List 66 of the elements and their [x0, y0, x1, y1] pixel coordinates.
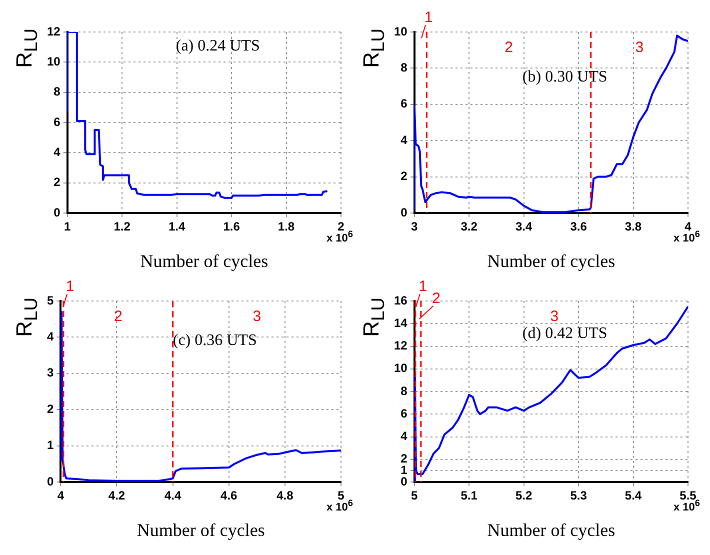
y-tick-label: 14	[394, 316, 408, 330]
annotation: 3	[635, 39, 644, 56]
x-tick-label: 5	[338, 488, 345, 503]
x-tick-label: 4.2	[108, 488, 126, 503]
y-tick-label: 8	[400, 60, 408, 75]
y-tick-label: 8	[54, 84, 61, 99]
x-tick-label: 4.6	[220, 488, 238, 503]
x-tick-label: 1.2	[114, 220, 131, 234]
y-tick-label: 4	[54, 144, 61, 159]
annotation: 2	[114, 308, 122, 326]
x-tick-label: 4.8	[276, 488, 294, 503]
y-tick-label: 12	[394, 338, 408, 353]
x-tick-label: 1.4	[168, 220, 186, 234]
y-tick-label: 8	[400, 384, 408, 398]
y-tick-label: 16	[394, 293, 408, 308]
y-tick-label: 4	[46, 330, 54, 344]
annotation: 3	[550, 308, 559, 326]
y-tick-label: 2	[54, 175, 61, 190]
x-tick-label: 3	[411, 220, 418, 234]
annotation: 2	[432, 290, 440, 308]
y-tick-label: 6	[54, 114, 61, 129]
text: 1	[418, 278, 428, 296]
x-tick-label: 5.1	[460, 488, 478, 503]
annotation: 2	[504, 39, 513, 56]
x-tick-label: 5	[411, 488, 418, 503]
y-tick-label: 1	[400, 463, 408, 477]
x-tick-label: 5.4	[624, 488, 642, 503]
x-axis-title: Number of cycles	[140, 250, 268, 271]
x-tick-label: 1.6	[223, 220, 240, 234]
y-tick-label: 4	[400, 132, 408, 147]
y-tick-label: 3	[46, 366, 54, 380]
x-axis-title: Number of cycles	[487, 520, 616, 540]
x-tick-label: 1.8	[278, 220, 295, 234]
y-tick-label: 5	[46, 293, 54, 308]
chart-title: (a) 0.24 UTS	[176, 38, 260, 55]
text: 1	[424, 9, 433, 26]
x-tick-label: 3.6	[570, 220, 588, 234]
y-tick-label: 6	[400, 406, 408, 420]
y-tick-label: 2	[46, 402, 54, 416]
x-tick-label: 1	[64, 220, 72, 234]
y-tick-label: 0	[400, 205, 408, 220]
y-tick-label: 10	[46, 54, 61, 68]
y-tick-label: 2	[400, 169, 408, 184]
y-tick-label: 12	[46, 24, 61, 38]
text: 1	[66, 278, 74, 296]
y-tick-label: 10	[394, 24, 408, 38]
x-tick-label: 4.4	[164, 488, 182, 503]
y-tick-label: 10	[394, 361, 408, 376]
y-tick-label: 0	[46, 474, 54, 488]
y-tick-label: 2	[400, 452, 408, 466]
x-tick-label: 3.4	[515, 220, 532, 234]
x-axis-title: Number of cycles	[136, 520, 265, 540]
x-tick-label: 3.2	[460, 220, 478, 234]
y-tick-label: 0	[400, 474, 408, 488]
x-tick-label: 5.2	[515, 488, 532, 503]
text: (b) 0.30 UTS	[522, 68, 608, 86]
text: (d) 0.42 UTS	[522, 324, 608, 342]
y-tick-label: 4	[400, 429, 408, 444]
text: (c) 0.36 UTS	[172, 332, 257, 350]
x-tick-label: 5.3	[570, 488, 588, 503]
y-tick-label: 1	[46, 438, 54, 452]
annotation: 3	[252, 308, 262, 326]
x-tick-label: 3.8	[624, 220, 642, 234]
y-tick-label: 6	[400, 96, 408, 111]
y-tick-label: 0	[54, 205, 61, 220]
x-axis-title: Number of cycles	[487, 250, 616, 271]
